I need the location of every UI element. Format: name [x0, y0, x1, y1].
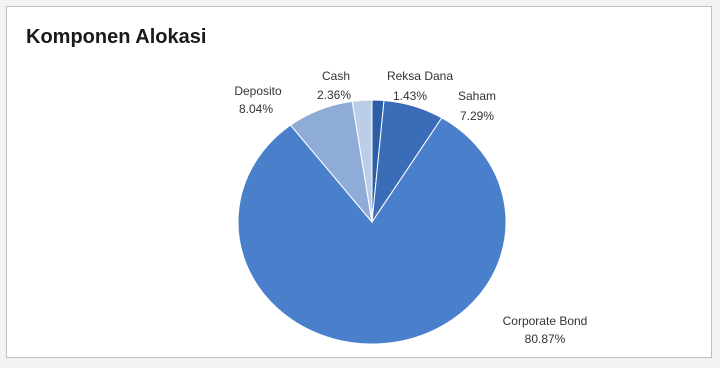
data-label-name-reksa-dana: Reksa Dana	[387, 69, 453, 83]
data-label-value-corporate-bond: 80.87%	[525, 332, 566, 346]
chart-title: Komponen Alokasi	[26, 26, 207, 48]
data-label-name-saham: Saham	[458, 89, 496, 103]
data-label-name-corporate-bond: Corporate Bond	[503, 314, 588, 328]
data-label-name-cash: Cash	[322, 69, 350, 83]
pie-slice-corporate-bond	[237, 117, 507, 345]
data-label-value-saham: 7.29%	[460, 109, 494, 123]
data-label-value-deposito: 8.04%	[239, 102, 273, 116]
data-label-name-deposito: Deposito	[234, 84, 282, 98]
data-label-value-cash: 2.36%	[317, 88, 351, 102]
data-label-value-reksa-dana: 1.43%	[393, 89, 427, 103]
pie-slice-cash	[351, 99, 373, 223]
